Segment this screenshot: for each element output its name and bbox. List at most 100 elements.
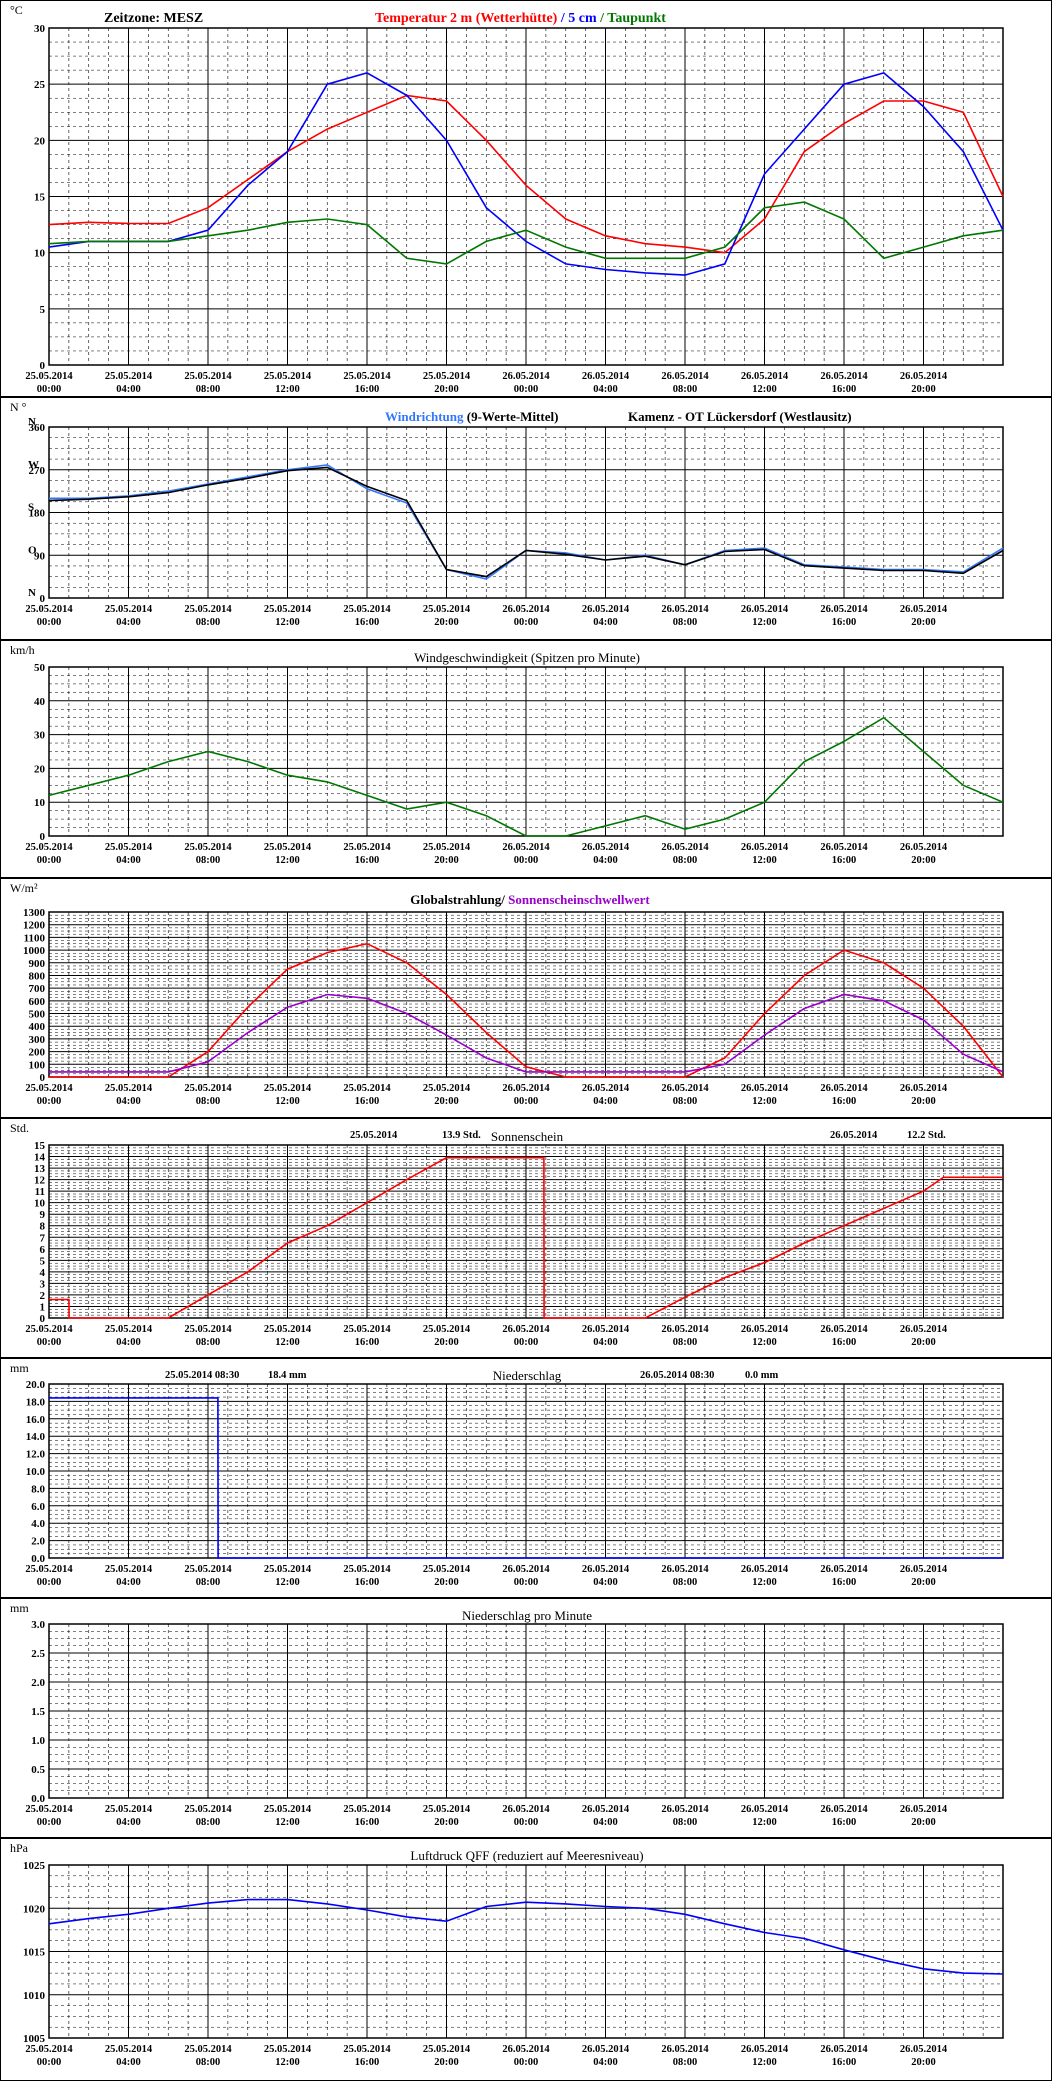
x-tick-date: 26.05.2014 (741, 604, 789, 615)
x-tick-date: 26.05.2014 (661, 1324, 709, 1335)
x-tick-time: 00:00 (37, 1817, 62, 1828)
series-line (49, 1397, 1003, 1559)
y-tick-label: 2.5 (31, 1648, 45, 1660)
y-tick-label: 400 (29, 1021, 46, 1033)
x-tick-date: 26.05.2014 (820, 1324, 868, 1335)
x-tick-date: 26.05.2014 (741, 371, 789, 382)
x-tick-time: 00:00 (514, 2057, 539, 2068)
x-tick-time: 08:00 (196, 855, 221, 866)
annotation-value: 0.0 mm (745, 1370, 778, 1381)
x-tick-date: 26.05.2014 (820, 842, 868, 853)
x-tick-time: 16:00 (832, 1817, 857, 1828)
x-tick-date: 26.05.2014 (900, 604, 948, 615)
y-tick-label: 800 (29, 970, 46, 982)
y-tick-label: 12 (34, 1175, 46, 1187)
series-line (49, 993, 1004, 1073)
chart-title: Windgeschwindigkeit (Spitzen pro Minute) (414, 650, 640, 665)
x-tick-time: 20:00 (911, 1577, 936, 1588)
y-tick-label: 15 (34, 1140, 46, 1152)
x-tick-date: 26.05.2014 (661, 371, 709, 382)
annotation-date: 25.05.2014 08:30 (165, 1370, 239, 1381)
y-tick-label: 10.0 (26, 1466, 46, 1478)
x-tick-time: 08:00 (196, 1337, 221, 1348)
x-tick-date: 25.05.2014 (423, 1083, 471, 1094)
x-tick-time: 04:00 (116, 855, 141, 866)
x-tick-date: 25.05.2014 (25, 1564, 73, 1575)
series-line (48, 716, 1004, 837)
x-tick-time: 08:00 (673, 1337, 698, 1348)
y-tick-label: 2 (40, 1290, 46, 1302)
x-tick-time: 20:00 (911, 2057, 936, 2068)
unit-label: hPa (10, 1841, 29, 1855)
x-tick-date: 25.05.2014 (343, 604, 391, 615)
x-tick-date: 25.05.2014 (184, 604, 232, 615)
x-tick-date: 25.05.2014 (184, 842, 232, 853)
y-tick-label: 16.0 (26, 1414, 46, 1426)
x-tick-date: 25.05.2014 (343, 371, 391, 382)
x-tick-date: 25.05.2014 (25, 1083, 73, 1094)
y-tick-label: 4.0 (31, 1518, 45, 1530)
x-tick-date: 25.05.2014 (264, 842, 312, 853)
x-tick-date: 25.05.2014 (105, 1804, 153, 1815)
x-tick-time: 12:00 (752, 617, 777, 628)
x-tick-date: 25.05.2014 (25, 604, 73, 615)
y-tick-label: 11 (35, 1186, 45, 1198)
x-tick-date: 26.05.2014 (741, 1804, 789, 1815)
x-tick-date: 26.05.2014 (900, 1324, 948, 1335)
x-tick-date: 26.05.2014 (820, 1083, 868, 1094)
annotation-date: 26.05.2014 08:30 (640, 1370, 714, 1381)
x-tick-date: 25.05.2014 (343, 1564, 391, 1575)
y-tick-label: 1025 (23, 1860, 46, 1872)
y-tick-label: 1020 (23, 1903, 46, 1915)
chart-title-part: / (557, 11, 568, 26)
chart-title: Niederschlag pro Minute (462, 1608, 592, 1623)
x-tick-date: 25.05.2014 (25, 842, 73, 853)
x-tick-time: 00:00 (514, 1817, 539, 1828)
x-tick-date: 26.05.2014 (582, 371, 630, 382)
y-tick-label: 270 (29, 465, 46, 477)
x-tick-time: 00:00 (37, 2057, 62, 2068)
x-tick-date: 26.05.2014 (820, 1564, 868, 1575)
x-tick-time: 04:00 (116, 1096, 141, 1107)
x-tick-time: 08:00 (196, 1817, 221, 1828)
x-tick-time: 12:00 (275, 1577, 300, 1588)
annotation-date: 25.05.2014 (350, 1130, 398, 1141)
y-tick-label: 10 (34, 248, 46, 260)
series-line (48, 1898, 1004, 1975)
y-tick-label: 0 (40, 831, 46, 843)
y-tick-label: 30 (34, 730, 46, 742)
x-tick-time: 12:00 (275, 384, 300, 395)
x-tick-date: 25.05.2014 (264, 1804, 312, 1815)
y-tick-label: 14 (34, 1152, 46, 1164)
y-tick-label: 10 (34, 797, 46, 809)
y-tick-label: 2.0 (31, 1536, 45, 1548)
x-tick-time: 16:00 (832, 855, 857, 866)
x-tick-time: 04:00 (593, 1337, 618, 1348)
y-tick-label: 20 (34, 763, 46, 775)
y-tick-label: 6.0 (31, 1501, 45, 1513)
chart-title-part: 5 cm (568, 11, 597, 26)
x-tick-date: 25.05.2014 (105, 371, 153, 382)
y-tick-label: 0.0 (31, 1553, 45, 1565)
y-tick-label: 4 (40, 1267, 46, 1279)
x-tick-time: 20:00 (434, 1577, 459, 1588)
x-tick-date: 26.05.2014 (741, 1083, 789, 1094)
annotation-value: 13.9 Std. (442, 1130, 481, 1141)
y-tick-label: 5 (40, 304, 46, 316)
chart-title: Niederschlag (493, 1368, 562, 1383)
chart-title: Windrichtung (9-Werte-Mittel) (385, 409, 558, 424)
x-tick-time: 20:00 (434, 2057, 459, 2068)
annotation-date: 26.05.2014 (830, 1130, 878, 1141)
x-tick-date: 26.05.2014 (741, 842, 789, 853)
x-tick-date: 26.05.2014 (661, 842, 709, 853)
y-tick-label: 90 (34, 550, 46, 562)
y-tick-label: 20.0 (26, 1379, 46, 1391)
x-tick-date: 26.05.2014 (582, 604, 630, 615)
x-tick-time: 16:00 (355, 384, 380, 395)
y-tick-label: 12.0 (26, 1449, 46, 1461)
y-tick-label: 0 (40, 593, 46, 605)
x-tick-date: 25.05.2014 (264, 1564, 312, 1575)
x-tick-time: 20:00 (434, 384, 459, 395)
unit-label: W/m² (10, 881, 38, 895)
x-tick-time: 00:00 (37, 1096, 62, 1107)
